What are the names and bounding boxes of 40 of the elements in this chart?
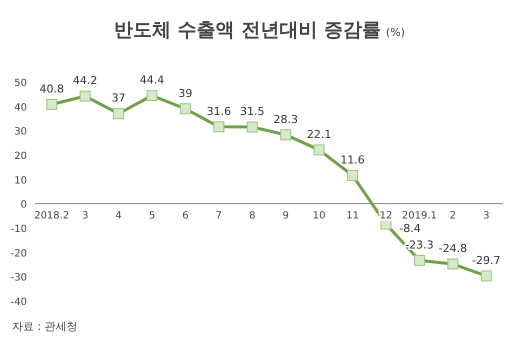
x-tick-label: 7: [216, 210, 222, 222]
x-tick-label: 3: [483, 210, 490, 222]
data-label: -29.7: [472, 254, 501, 267]
x-tick-label: 2018.2: [34, 210, 70, 222]
data-label: -24.8: [438, 242, 468, 256]
data-label: 11.6: [340, 153, 365, 166]
text: 자료 : 관세청: [12, 320, 78, 333]
x-tick-label: 5: [148, 210, 156, 222]
y-tick-label: 50: [14, 78, 27, 89]
data-label: 22.1: [306, 128, 332, 141]
data-label: 31.6: [206, 104, 232, 118]
data-label: -23.3: [405, 238, 434, 252]
x-tick-label: 8: [249, 210, 256, 222]
data-label: 44.4: [140, 74, 164, 87]
data-label: 31.5: [240, 105, 265, 118]
x-tick-label: 11: [346, 210, 359, 222]
y-tick-label: -10: [10, 224, 27, 235]
x-tick-label: 10: [312, 210, 326, 222]
y-tick-label: -20: [10, 248, 27, 260]
x-tick-label: 6: [182, 210, 189, 222]
x-tick-label: 3: [82, 210, 88, 222]
y-tick-label: -30: [10, 272, 27, 284]
data-label: 28.3: [273, 112, 298, 126]
data-label: 40.8: [39, 82, 64, 96]
y-axis-title: (%): [386, 26, 405, 39]
y-tick-label: 30: [14, 126, 27, 138]
data-label: 44.2: [72, 74, 98, 88]
data-label: 39: [178, 86, 192, 100]
chart-title: 반도체 수출액 전년대비 증감률: [114, 19, 381, 41]
y-tick-label: 20: [14, 151, 27, 162]
x-tick-label: 4: [115, 210, 122, 222]
x-tick-label: 2019.1: [402, 210, 437, 222]
y-tick-label: 40: [14, 102, 27, 114]
y-tick-label: -40: [10, 297, 27, 308]
x-tick-label: 9: [282, 210, 289, 222]
data-label: -8.4: [399, 222, 421, 236]
y-tick-label: 0: [20, 200, 27, 211]
data-label: 37: [112, 92, 126, 105]
y-tick-label: 10: [14, 175, 27, 186]
x-tick-label: 2: [450, 210, 456, 222]
